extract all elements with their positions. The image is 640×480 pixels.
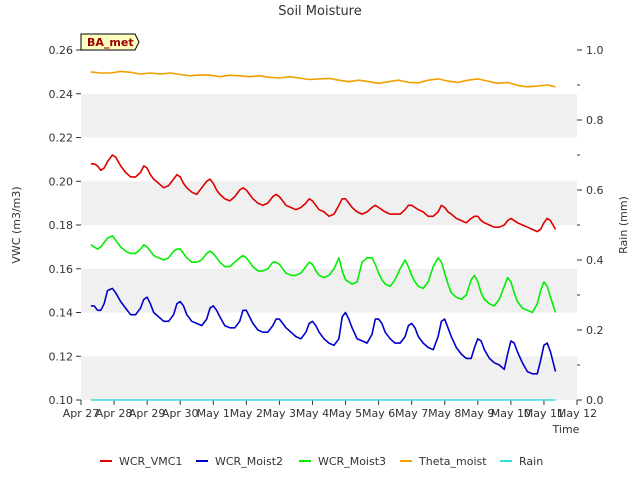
badge: BA_met [80, 33, 140, 51]
x-tick-label: May 8 [428, 407, 461, 420]
x-tick-label: Apr 27 [63, 407, 100, 420]
band-4 [81, 181, 577, 225]
y-tick-label: 0.22 [49, 132, 74, 145]
legend-label: WCR_Moist2 [215, 455, 283, 468]
legend: WCR_VMC1 WCR_Moist2 WCR_Moist3 Theta_moist R… [100, 455, 543, 468]
band-1 [81, 312, 577, 357]
x-tick-label: Apr 28 [96, 407, 133, 420]
y-axis: 0.10 0.12 0.14 0.16 0.18 0.20 0.22 0.24 0.26 [49, 44, 81, 407]
x-tick-label: Apr 30 [162, 407, 199, 420]
chart-title: Soil Moisture [278, 4, 362, 19]
y2-tick-label: 0.8 [586, 114, 604, 127]
x-tick-label: May 9 [461, 407, 494, 420]
x-tick-label: May 11 [524, 407, 564, 420]
y-tick-label: 0.12 [49, 350, 74, 363]
x-tick-label: May 5 [329, 407, 362, 420]
x-tick-label: May 1 [197, 407, 230, 420]
x-tick-label: May 10 [491, 407, 531, 420]
badge-label: BA_met [87, 36, 134, 49]
y-tick-label: 0.24 [49, 88, 74, 101]
band-3 [81, 225, 577, 269]
y2-axis-label: Rain (mm) [617, 196, 630, 254]
legend-label: WCR_VMC1 [119, 455, 182, 468]
x-tick-label: May 2 [230, 407, 263, 420]
y-tick-label: 0.18 [49, 219, 74, 232]
y2-axis: 0.0 0.2 0.4 0.6 0.8 1.0 [577, 44, 604, 407]
series-line-wcr-vmc1 [90, 154, 557, 233]
y-tick-label: 0.10 [49, 394, 74, 407]
y-tick-label: 0.14 [49, 307, 74, 320]
legend-label: Theta_moist [418, 455, 487, 468]
series-line-wcr-moist3 [90, 235, 557, 314]
x-tick-label: May 12 [557, 407, 597, 420]
band-5 [81, 137, 577, 182]
y-axis-label: VWC (m3/m3) [10, 186, 23, 263]
y2-tick-label: 1.0 [586, 44, 604, 57]
y2-tick-label: 0.2 [586, 324, 604, 337]
series-line-wcr-moist2 [90, 287, 557, 375]
x-axis-label: Time [552, 423, 580, 436]
y-tick-label: 0.26 [49, 44, 74, 57]
badge-box [80, 33, 140, 51]
y-tick-label: 0.20 [49, 175, 74, 188]
band-6 [81, 93, 577, 138]
legend-label: Rain [519, 455, 543, 468]
y-tick-label: 0.16 [49, 263, 74, 276]
series-line-theta-moist [90, 70, 556, 88]
x-tick-label: May 3 [263, 407, 296, 420]
band-7 [81, 50, 577, 94]
x-tick-label: May 4 [296, 407, 329, 420]
band-0 [81, 356, 577, 400]
x-tick-label: Apr 29 [129, 407, 166, 420]
series-lines [90, 70, 557, 401]
x-tick-label: May 6 [362, 407, 395, 420]
y2-tick-label: 0.6 [586, 184, 604, 197]
background-bands [81, 50, 577, 400]
x-tick-label: May 7 [395, 407, 428, 420]
y2-tick-label: 0.4 [586, 254, 604, 267]
legend-label: WCR_Moist3 [318, 455, 386, 468]
y2-tick-label: 0.0 [586, 394, 604, 407]
